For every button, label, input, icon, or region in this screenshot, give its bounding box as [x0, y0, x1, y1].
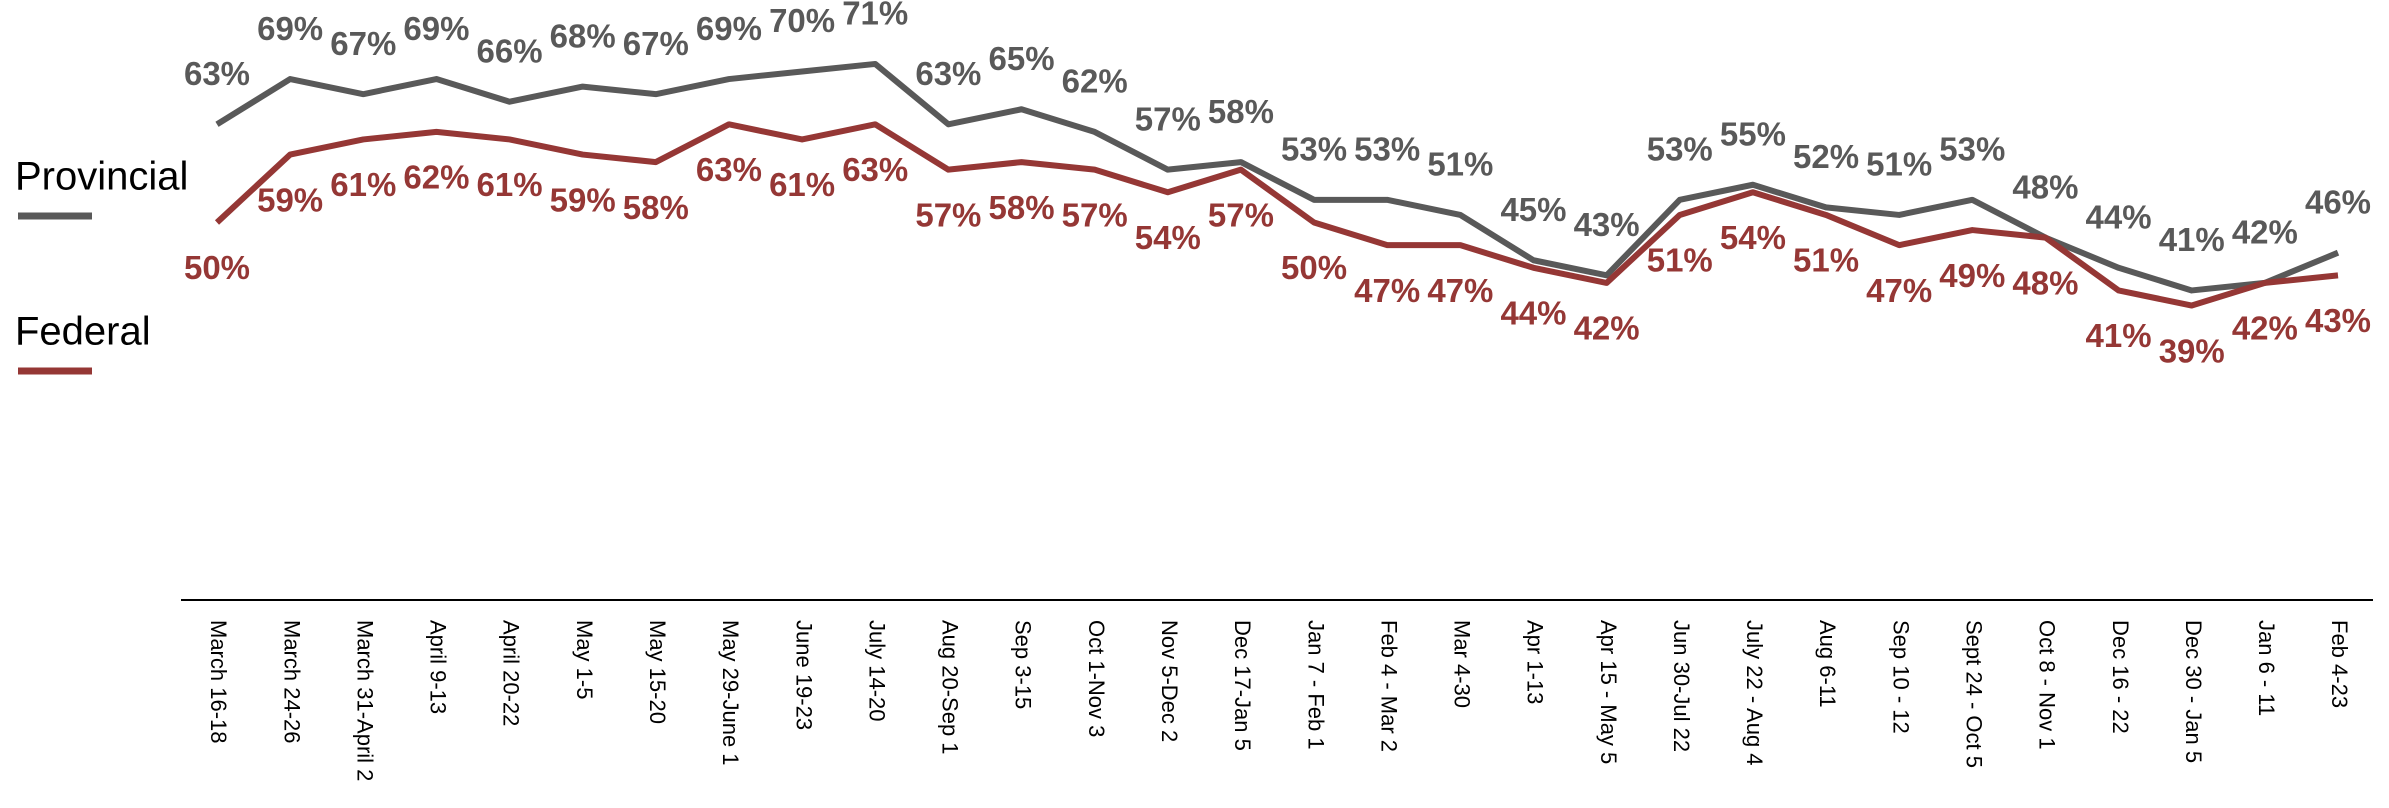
x-tick-label: Sep 3-15: [1011, 620, 1036, 709]
data-label: 47%: [1427, 272, 1493, 309]
x-tick-label: July 22 - Aug 4: [1742, 620, 1767, 766]
x-tick-label: June 19-23: [791, 620, 816, 730]
data-label: 59%: [550, 181, 616, 218]
data-label: 53%: [1647, 131, 1713, 168]
data-label: 67%: [623, 25, 689, 62]
data-label: 58%: [988, 189, 1054, 226]
data-label: 53%: [1281, 131, 1347, 168]
data-label: 54%: [1135, 219, 1201, 256]
x-tick-label: Feb 4 - Mar 2: [1376, 620, 1401, 752]
x-tick-label: May 1-5: [572, 620, 597, 699]
data-label: 51%: [1647, 242, 1713, 279]
data-label: 66%: [477, 32, 543, 69]
data-label: 53%: [1354, 131, 1420, 168]
series-line: [214, 121, 2339, 309]
x-tick-label: Sep 10 - 12: [1888, 620, 1913, 734]
x-tick-label: Jan 7 - Feb 1: [1303, 620, 1328, 750]
legend-label: Provincial: [15, 155, 188, 199]
data-label: 42%: [2232, 214, 2298, 251]
data-label: 63%: [184, 55, 250, 92]
x-tick-label: Mar 4-30: [1450, 620, 1475, 708]
data-label: 65%: [988, 40, 1054, 77]
x-tick-label: April 9-13: [426, 620, 451, 714]
data-label: 41%: [2086, 317, 2152, 354]
data-label: 44%: [2086, 199, 2152, 236]
data-label: 49%: [1939, 257, 2005, 294]
data-label: 71%: [842, 0, 908, 32]
data-label: 43%: [1574, 206, 1640, 243]
x-tick-label: Aug 6-11: [1815, 620, 1840, 708]
data-label: 44%: [1500, 295, 1566, 332]
x-tick-label: Apr 15 - May 5: [1596, 620, 1621, 764]
x-tick-label: May 15-20: [645, 620, 670, 724]
data-label: 50%: [1281, 249, 1347, 286]
x-tick-label: Oct 1-Nov 3: [1084, 620, 1109, 737]
x-tick-label: Apr 1-13: [1523, 620, 1548, 704]
series-line: [215, 60, 2340, 294]
data-label: 63%: [915, 55, 981, 92]
data-label: 54%: [1720, 219, 1786, 256]
x-tick-label: May 29-June 1: [718, 620, 743, 766]
x-tick-label: Oct 8 - Nov 1: [2035, 620, 2060, 750]
data-label: 48%: [2012, 264, 2078, 301]
data-label: 61%: [330, 166, 396, 203]
data-label: 51%: [1427, 146, 1493, 183]
x-tick-label: July 14-20: [864, 620, 889, 722]
x-tick-label: Dec 30 - Jan 5: [2181, 620, 2206, 763]
data-label: 51%: [1793, 242, 1859, 279]
data-label: 63%: [842, 151, 908, 188]
data-label: 45%: [1500, 191, 1566, 228]
data-label: 62%: [1062, 63, 1128, 100]
data-label: 69%: [403, 10, 469, 47]
data-label: 51%: [1866, 146, 1932, 183]
data-label: 50%: [184, 249, 250, 286]
data-label: 47%: [1866, 272, 1932, 309]
data-label: 48%: [2012, 168, 2078, 205]
data-label: 63%: [696, 151, 762, 188]
data-label: 42%: [2232, 310, 2298, 347]
data-label: 57%: [1062, 196, 1128, 233]
x-tick-label: March 24-26: [279, 620, 304, 744]
data-label: 43%: [2305, 302, 2371, 339]
x-tick-label: Sept 24 - Oct 5: [1961, 620, 1986, 768]
data-label: 59%: [257, 181, 323, 218]
x-tick-label: March 31-April 2: [352, 620, 377, 781]
data-label: 57%: [1135, 100, 1201, 137]
legend-label: Federal: [15, 310, 151, 354]
data-label: 62%: [403, 159, 469, 196]
data-label: 52%: [1793, 138, 1859, 175]
data-label: 57%: [1208, 196, 1274, 233]
data-label: 58%: [623, 189, 689, 226]
data-label: 39%: [2159, 332, 2225, 369]
data-label: 46%: [2305, 183, 2371, 220]
x-tick-label: Feb 4-23: [2327, 620, 2352, 708]
data-label: 53%: [1939, 131, 2005, 168]
data-label: 70%: [769, 2, 835, 39]
x-tick-label: March 16-18: [206, 620, 231, 744]
data-label: 69%: [257, 10, 323, 47]
data-label: 61%: [477, 166, 543, 203]
data-label: 41%: [2159, 221, 2225, 258]
data-label: 67%: [330, 25, 396, 62]
x-tick-label: Dec 17-Jan 5: [1230, 620, 1255, 751]
x-tick-label: Jan 6 - 11: [2254, 620, 2279, 716]
x-tick-label: April 20-22: [499, 620, 524, 726]
data-label: 61%: [769, 166, 835, 203]
data-label: 55%: [1720, 115, 1786, 152]
data-label: 57%: [915, 196, 981, 233]
data-label: 68%: [550, 17, 616, 54]
x-tick-label: Dec 16 - 22: [2108, 620, 2133, 734]
data-label: 69%: [696, 10, 762, 47]
x-tick-label: Aug 20-Sep 1: [938, 620, 963, 755]
data-label: 47%: [1354, 272, 1420, 309]
data-label: 58%: [1208, 93, 1274, 130]
x-tick-label: Nov 5-Dec 2: [1157, 620, 1182, 742]
data-label: 42%: [1574, 310, 1640, 347]
x-tick-label: Jun 30-Jul 22: [1669, 620, 1694, 752]
